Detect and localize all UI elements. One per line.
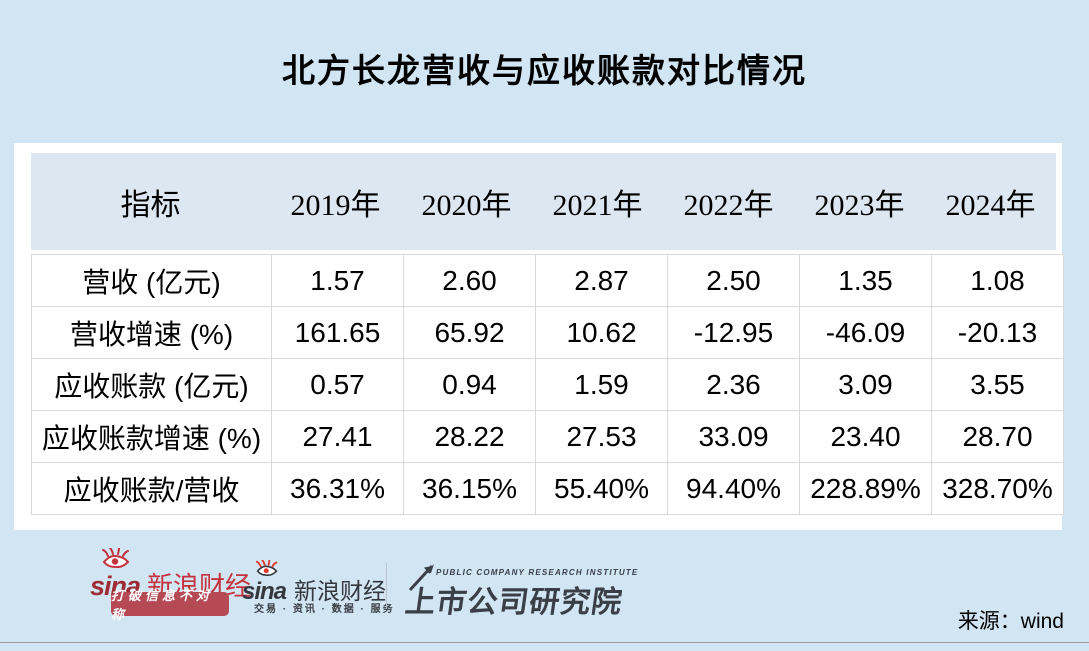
table-row-revenue: 营收 (亿元) 1.57 2.60 2.87 2.50 1.35 1.08 (31, 254, 1064, 307)
table-cell: 36.15% (403, 462, 536, 515)
table-row-receivables-growth: 应收账款增速 (%) 27.41 28.22 27.53 33.09 23.40… (31, 410, 1064, 463)
table-header-cell-2022: 2022年 (683, 188, 774, 222)
table-cell: 2.36 (667, 358, 800, 411)
row-label: 营收 (亿元) (31, 254, 272, 307)
sina-finance-name: 新浪财经 (294, 578, 387, 604)
table-cell: 10.62 (535, 306, 668, 359)
table-header-cell-2021: 2021年 (552, 188, 643, 222)
table-row-receivables: 应收账款 (亿元) 0.57 0.94 1.59 2.36 3.09 3.55 (31, 358, 1064, 411)
sina-finance-logo-primary: sina 新浪财经 打破信息不对称 (90, 547, 251, 622)
table-header-cell-metric: 指标 (120, 188, 181, 222)
arrow-icon (404, 560, 440, 599)
data-source-note: 来源：wind (957, 610, 1064, 633)
sina-eye-icon (255, 559, 278, 581)
footer-divider (386, 563, 387, 609)
table-cell: -12.95 (667, 306, 800, 359)
sina-eye-icon (102, 547, 130, 573)
sina-services-text: 交易 · 资讯 · 数据 · 服务 (254, 604, 395, 615)
table-header-row: 指标 2019年 2020年 2021年 2022年 2023年 2024年 (31, 153, 1056, 250)
table-cell: 1.59 (535, 358, 668, 411)
table-header-cell-2024: 2024年 (945, 188, 1036, 222)
table-header-cell-2023: 2023年 (814, 188, 905, 222)
row-label: 营收增速 (%) (31, 306, 272, 359)
table-cell: 328.70% (931, 462, 1064, 515)
table-cell: 2.60 (403, 254, 536, 307)
table-cell: 23.40 (799, 410, 932, 463)
table-cell: 28.70 (931, 410, 1064, 463)
table-cell: 33.09 (667, 410, 800, 463)
table-cell: 55.40% (535, 462, 668, 515)
sina-finance-logo-secondary: sina 新浪财经 交易 · 资讯 · 数据 · 服务 (242, 558, 393, 615)
table-cell: 1.57 (271, 254, 404, 307)
table-cell: 94.40% (667, 462, 800, 515)
table-card: 指标 2019年 2020年 2021年 2022年 2023年 2024年 营… (14, 143, 1064, 530)
table-row-revenue-growth: 营收增速 (%) 161.65 65.92 10.62 -12.95 -46.0… (31, 306, 1064, 359)
table-cell: 3.55 (931, 358, 1064, 411)
chart-title: 北方长龙营收与应收账款对比情况 (282, 52, 807, 89)
table-cell: 27.53 (535, 410, 668, 463)
table-cell: 161.65 (271, 306, 404, 359)
row-label: 应收账款增速 (%) (31, 410, 272, 463)
table-header-cell-2019: 2019年 (290, 188, 381, 222)
institute-name-zh: 上市公司研究院 (403, 586, 625, 619)
table-cell: 1.08 (931, 254, 1064, 307)
table-cell: 2.87 (535, 254, 668, 307)
table-cell: 1.35 (799, 254, 932, 307)
table-header-cell-2020: 2020年 (421, 188, 512, 222)
row-label: 应收账款/营收 (31, 462, 272, 515)
table-cell: 28.22 (403, 410, 536, 463)
table-cell: 0.94 (403, 358, 536, 411)
table-cell: -46.09 (799, 306, 932, 359)
sina-slogan-banner: 打破信息不对称 (111, 588, 229, 622)
sina-brand-text: sina (242, 578, 287, 605)
table-cell: 2.50 (667, 254, 800, 307)
table-cell: 36.31% (271, 462, 404, 515)
table-cell: 27.41 (271, 410, 404, 463)
row-label: 应收账款 (亿元) (31, 358, 272, 411)
table-row-receivables-to-revenue: 应收账款/营收 36.31% 36.15% 55.40% 94.40% 228.… (31, 462, 1064, 515)
table-cell: -20.13 (931, 306, 1064, 359)
table-body: 营收 (亿元) 1.57 2.60 2.87 2.50 1.35 1.08 营收… (31, 254, 1064, 515)
table-cell: 3.09 (799, 358, 932, 411)
table-cell: 0.57 (271, 358, 404, 411)
table-cell: 228.89% (799, 462, 932, 515)
bottom-divider-line (0, 642, 1089, 643)
research-institute-logo: PUBLIC COMPANY RESEARCH INSTITUTE 上市公司研究… (402, 564, 637, 619)
sina-logo-text-row: sina 新浪财经 (242, 572, 386, 606)
institute-name-en: PUBLIC COMPANY RESEARCH INSTITUTE (436, 568, 639, 577)
table-cell: 65.92 (403, 306, 536, 359)
